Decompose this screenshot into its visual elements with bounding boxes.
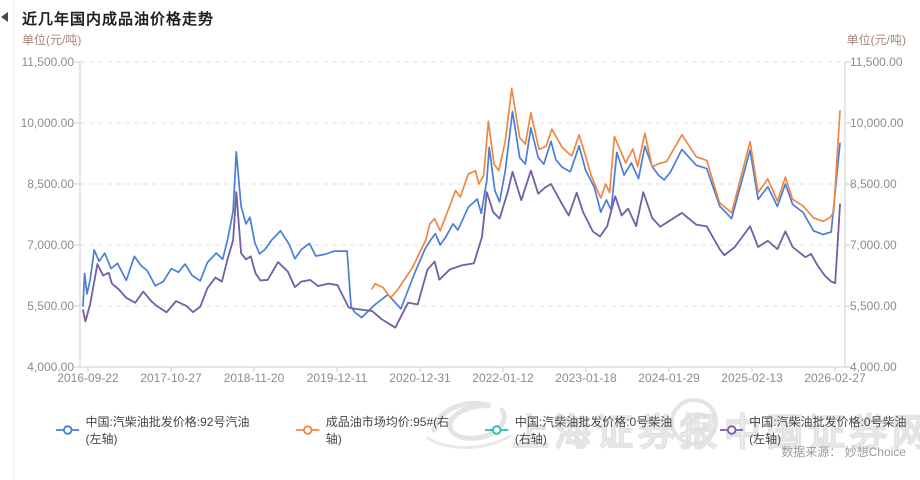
page-title: 近几年国内成品油价格走势 [22,11,215,28]
y-axis-unit-right: 单位(元/吨) [846,33,906,47]
chart-legend: 中国:汽柴油批发价格:92号汽油(左轴) 成品油市场均价:95#(右轴) 中国:汽柴… [56,413,920,447]
y-tick-label-right: 11,500.00 [850,55,903,69]
legend-marker-icon [296,425,320,435]
x-tick-label: 2023-01-18 [555,371,617,385]
series-line-1 [371,87,841,299]
data-source-label: 数据来源： 妙想Choice [781,445,906,459]
legend-marker-icon [56,425,80,435]
x-tick-label: 2019-12-11 [306,371,368,385]
y-tick-label-right: 8,500.00 [850,177,897,191]
legend-label: 中国:汽柴油批发价格:0号柴油(右轴) [514,415,673,446]
y-tick-label-left: 10,000.00 [20,116,74,130]
x-tick-label: 2016-09-22 [57,371,119,385]
legend-item-2[interactable]: 中国:汽柴油批发价格:0号柴油(右轴) [485,413,685,447]
x-tick-label: 2022-01-12 [472,371,534,385]
legend-item-0[interactable]: 中国:汽柴油批发价格:92号汽油(左轴) [56,413,262,447]
y-tick-label-left: 11,500.00 [21,55,75,69]
collapse-panel-arrow-icon[interactable] [1,12,8,22]
x-tick-label: 2018-11-20 [223,371,285,385]
x-tick-label: 2020-12-31 [389,371,451,385]
panel-divider [13,0,14,480]
y-tick-label-left: 8,500.00 [27,177,74,191]
legend-marker-icon [485,425,509,435]
x-tick-label: 2026-02-27 [804,371,866,385]
series-line-3 [82,169,841,329]
legend-label: 成品油市场均价:95#(右轴) [325,415,450,446]
legend-label: 中国:汽柴油批发价格:92号汽油(左轴) [85,415,250,446]
y-tick-label-right: 5,500.00 [850,299,897,313]
y-tick-label-right: 7,000.00 [850,238,897,252]
legend-item-3[interactable]: 中国:汽柴油批发价格:0号柴油(左轴) [719,413,920,447]
x-tick-label: 2017-10-27 [140,371,202,385]
y-tick-label-left: 4,000.00 [27,360,74,374]
legend-item-1[interactable]: 成品油市场均价:95#(右轴) [296,413,451,447]
legend-marker-icon [719,425,744,435]
y-tick-label-right: 10,000.00 [850,116,904,130]
x-tick-label: 2024-01-29 [638,371,700,385]
series-line-0 [82,110,841,319]
y-tick-label-left: 7,000.00 [27,238,74,252]
x-tick-label: 2025-02-13 [721,371,783,385]
legend-label: 中国:汽柴油批发价格:0号柴油(左轴) [749,415,907,446]
y-tick-label-right: 4,000.00 [850,360,897,374]
y-tick-label-left: 5,500.00 [27,299,74,313]
y-axis-unit-left: 单位(元/吨) [22,33,82,47]
